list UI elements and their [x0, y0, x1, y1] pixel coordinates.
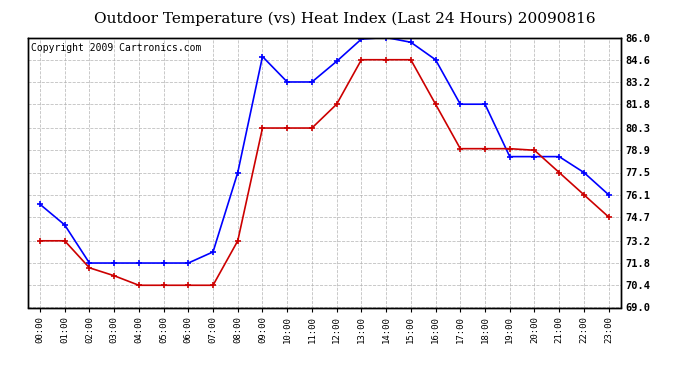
Text: Copyright 2009 Cartronics.com: Copyright 2009 Cartronics.com: [30, 43, 201, 53]
Text: Outdoor Temperature (vs) Heat Index (Last 24 Hours) 20090816: Outdoor Temperature (vs) Heat Index (Las…: [95, 11, 595, 26]
